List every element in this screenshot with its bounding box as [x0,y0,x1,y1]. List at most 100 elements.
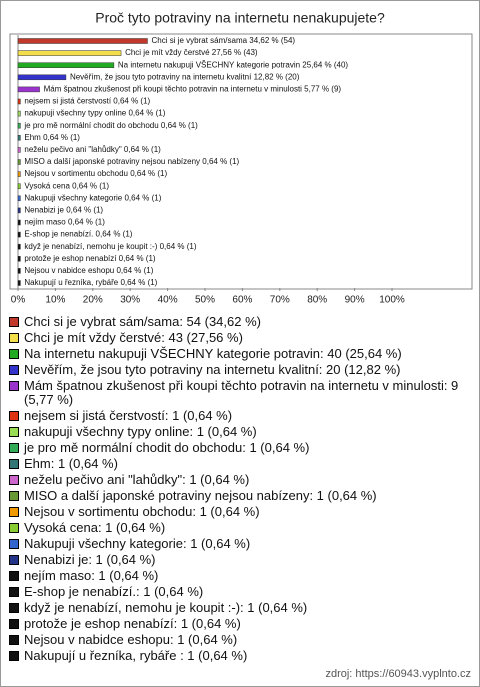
legend-item: nejím maso: 1 (0,64 %) [9,569,471,583]
legend-item: Chci si je vybrat sám/sama: 54 (34,62 %) [9,315,471,329]
bar-label: Nakupují u řezníka, rybáře 0,64 % (1) [24,278,157,287]
legend-label: MISO a další japonské potraviny nejsou n… [24,488,377,503]
chart-title: Proč tyto potraviny na internetu nenakup… [95,10,385,26]
legend-item: Nenabizi je: 1 (0,64 %) [9,553,471,567]
bar [17,135,21,141]
bar [17,207,21,214]
legend-label: neželu pečivo ani "lahůdky": 1 (0,64 %) [24,472,250,487]
bar [17,231,21,238]
bar [17,159,21,165]
bar [17,183,21,189]
legend-swatch [9,523,19,533]
legend-label: je pro mě normální chodit do obchodu: 1 … [24,440,310,455]
legend-label: Nakupuji všechny kategorie: 1 (0,64 %) [24,536,251,551]
chart: Proč tyto potraviny na internetu nenakup… [9,10,473,306]
bar [17,74,67,81]
bar [17,256,21,262]
legend-label: Mám špatnou zkušenost při koupi těchto p… [24,378,459,407]
bar-label: Mám špatnou zkušenost při koupi těchto p… [44,85,342,94]
legend-item: Nakupují u řezníka, rybáře : 1 (0,64 %) [9,649,471,663]
bar-label: Chci si je vybrat sám/sama 34,62 % (54) [151,36,295,45]
legend-label: Nakupují u řezníka, rybáře : 1 (0,64 %) [24,648,248,663]
bar-label: Nenabizi je 0,64 % (1) [24,206,103,215]
legend-swatch [9,381,19,391]
legend-item: Mám špatnou zkušenost při koupi těchto p… [9,379,471,407]
legend-item: Nakupuji všechny kategorie: 1 (0,64 %) [9,537,471,551]
bar [17,110,21,117]
bar-label: Chci je mít vždy čerstvé 27,56 % (43) [125,48,258,57]
legend-item: Vysoká cena: 1 (0,64 %) [9,521,471,535]
legend-swatch [9,411,19,421]
bar-label: když je nenabízí, nemohu je koupit :-) 0… [24,242,196,251]
legend-label: Chci si je vybrat sám/sama: 54 (34,62 %) [24,314,261,329]
legend-swatch [9,475,19,485]
legend-label: Ehm: 1 (0,64 %) [24,456,118,471]
x-tick-label: 0% [11,295,26,306]
legend-label: Vysoká cena: 1 (0,64 %) [24,520,166,535]
legend-label: nejsem si jistá čerstvostí: 1 (0,64 %) [24,408,233,423]
bar-label: nakupuji všechny typy online 0,64 % (1) [24,109,165,118]
legend-swatch [9,619,19,629]
legend-item: Nevěřím, že jsou tyto potraviny na inter… [9,363,471,377]
legend-label: Chci je mít vždy čerstvé: 43 (27,56 %) [24,330,243,345]
bar [17,122,21,129]
legend-swatch [9,349,19,359]
legend-swatch [9,427,19,437]
legend-item: Na internetu nakupuji VŠECHNY kategorie … [9,347,471,361]
source: zdroj: https://60943.vyplnto.cz [325,668,471,680]
legend-label: Nenabizi je: 1 (0,64 %) [24,552,156,567]
legend-item: protože je eshop nenabízí: 1 (0,64 %) [9,617,471,631]
bar [17,171,21,177]
bar-label: Nakupuji všechny kategorie 0,64 % (1) [24,193,161,202]
bar-label: Nejsou v sortimentu obchodu 0,64 % (1) [24,169,167,178]
bar-label: E-shop je nenabízí. 0,64 % (1) [24,230,132,239]
legend-swatch [9,333,19,343]
bar [17,50,122,56]
legend-swatch [9,443,19,453]
legend-swatch [9,491,19,501]
legend-label: Nevěřím, že jsou tyto potraviny na inter… [24,362,401,377]
legend-label: protože je eshop nenabízí: 1 (0,64 %) [24,616,241,631]
x-tick-label: 50% [195,295,215,306]
legend-item: Ehm: 1 (0,64 %) [9,457,471,471]
x-tick-label: 80% [307,295,327,306]
bar-label: protože je eshop nenabízí 0,64 % (1) [24,254,156,263]
legend-swatch [9,459,19,469]
bar-label: nejím maso 0,64 % (1) [24,218,105,227]
legend-swatch [9,571,19,581]
legend-item: MISO a další japonské potraviny nejsou n… [9,489,471,503]
bar [17,38,148,44]
legend-label: Nejsou v nabidce eshopu: 1 (0,64 %) [24,632,238,647]
legend: Chci si je vybrat sám/sama: 54 (34,62 %)… [9,315,471,665]
bar-label: MISO a další japonské potraviny nejsou n… [24,157,239,166]
legend-item: nakupuji všechny typy online: 1 (0,64 %) [9,425,471,439]
legend-swatch [9,507,19,517]
legend-item: Nejsou v sortimentu obchodu: 1 (0,64 %) [9,505,471,519]
bar-label: Na internetu nakupuji VŠECHNY kategorie … [118,60,349,69]
legend-swatch [9,603,19,613]
bar-label: je pro mě normální chodit do obchodu 0,6… [23,121,198,130]
bar [17,147,21,153]
bar [17,98,21,105]
legend-item: když je nenabízí, nemohu je koupit :-): … [9,601,471,615]
legend-swatch [9,651,19,661]
x-tick-label: 40% [158,295,178,306]
legend-item: Chci je mít vždy čerstvé: 43 (27,56 %) [9,331,471,345]
x-tick-label: 60% [232,295,252,306]
legend-label: Nejsou v sortimentu obchodu: 1 (0,64 %) [24,504,260,519]
x-tick-label: 100% [379,295,405,306]
bar [17,219,21,226]
legend-label: E-shop je nenabízí.: 1 (0,64 %) [24,584,204,599]
legend-item: neželu pečivo ani "lahůdky": 1 (0,64 %) [9,473,471,487]
bar-label: nejsem si jistá čerstvostí 0,64 % (1) [24,97,150,106]
bar-label: Nevěřím, že jsou tyto potraviny na inter… [70,72,300,81]
bar-label: Ehm 0,64 % (1) [24,133,80,142]
bar [17,195,21,202]
legend-label: když je nenabízí, nemohu je koupit :-): … [24,600,308,615]
legend-item: E-shop je nenabízí.: 1 (0,64 %) [9,585,471,599]
x-tick-label: 20% [83,295,103,306]
bar [17,280,21,286]
legend-label: nakupuji všechny typy online: 1 (0,64 %) [24,424,257,439]
legend-swatch [9,317,19,327]
